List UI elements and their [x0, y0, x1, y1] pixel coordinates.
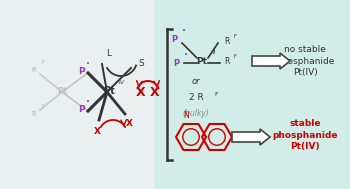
Text: Pt(IV): Pt(IV) — [293, 68, 317, 77]
Text: or: or — [192, 77, 200, 85]
Text: X: X — [150, 85, 160, 98]
Text: S: S — [138, 60, 144, 68]
Text: R: R — [224, 57, 229, 66]
Text: II: II — [212, 50, 216, 56]
Text: R: R — [32, 67, 36, 73]
Text: IV: IV — [119, 80, 125, 84]
Text: phosphanide: phosphanide — [276, 57, 334, 66]
Bar — [155, 0, 350, 189]
Text: (bulky): (bulky) — [183, 108, 209, 118]
Text: X: X — [126, 119, 133, 129]
Text: no stable: no stable — [284, 44, 326, 53]
Text: P: P — [78, 67, 84, 75]
Text: X: X — [93, 128, 100, 136]
Text: R: R — [224, 36, 229, 46]
Text: •: • — [182, 28, 186, 34]
Text: F: F — [42, 60, 45, 65]
FancyArrow shape — [252, 53, 290, 69]
Text: X: X — [136, 85, 146, 98]
Text: Pt: Pt — [103, 86, 115, 96]
Text: L: L — [106, 50, 112, 59]
Text: F: F — [214, 92, 218, 97]
Text: •: • — [184, 52, 188, 58]
Text: R: R — [32, 111, 36, 117]
Text: P: P — [171, 35, 177, 43]
Text: 2 R: 2 R — [189, 92, 203, 101]
Text: stable: stable — [289, 119, 321, 128]
Text: •: • — [86, 99, 90, 105]
Text: F: F — [234, 35, 237, 40]
Text: P: P — [78, 105, 84, 114]
Text: F: F — [234, 54, 237, 60]
Text: Pt: Pt — [57, 88, 67, 97]
Text: P: P — [173, 59, 179, 67]
Text: F: F — [42, 104, 45, 109]
Text: Pt(IV): Pt(IV) — [290, 143, 320, 152]
Text: Pt: Pt — [196, 57, 208, 66]
Text: •: • — [86, 61, 90, 67]
Text: N: N — [183, 111, 189, 120]
Text: phosphanide: phosphanide — [272, 130, 338, 139]
FancyArrow shape — [232, 129, 270, 145]
